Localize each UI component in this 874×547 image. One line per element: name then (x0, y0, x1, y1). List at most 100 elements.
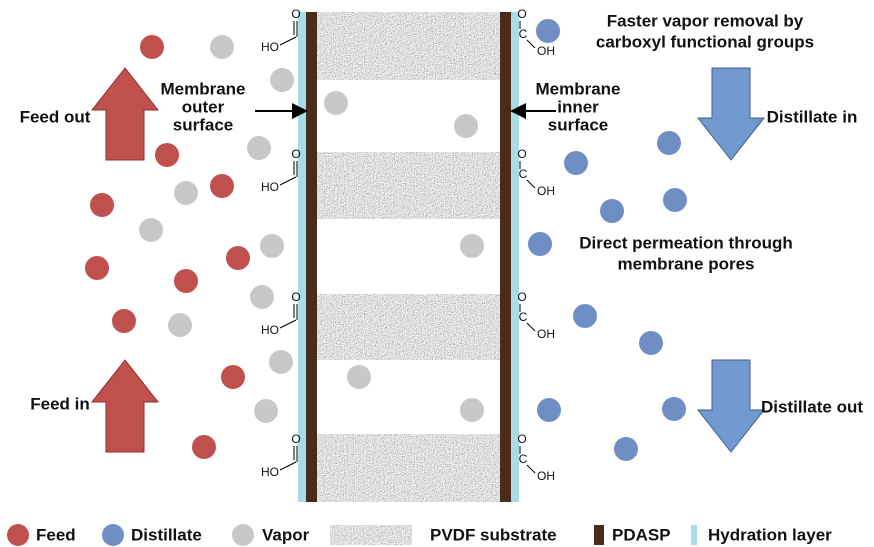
feed-particle (174, 269, 198, 293)
legend-swatch (691, 525, 697, 545)
chem-label: OH (537, 44, 555, 58)
pvdf-block (317, 152, 500, 219)
chem-label: O (517, 432, 526, 446)
bond (279, 461, 297, 471)
chem-label: O (517, 290, 526, 304)
distillate-particle (600, 199, 624, 223)
chem-label: O (291, 290, 300, 304)
pdasp-layer (306, 12, 317, 502)
chem-label: HO (261, 40, 279, 54)
vapor-particle (460, 234, 484, 258)
feed-particle (192, 435, 216, 459)
bond (279, 176, 297, 186)
distillate-particle (564, 151, 588, 175)
vapor-particle (168, 313, 192, 337)
label: Membrane (160, 79, 245, 98)
label: Direct permeation through (579, 233, 792, 252)
label: Distillate in (767, 107, 858, 126)
pvdf-block (317, 12, 500, 80)
hydration-layer (511, 12, 519, 502)
distillate-particle (614, 437, 638, 461)
feed-particle (140, 35, 164, 59)
pvdf-block (317, 294, 500, 360)
vapor-particle (210, 35, 234, 59)
feed-particle (85, 256, 109, 280)
feed-particle (221, 365, 245, 389)
chem-label: O (517, 7, 526, 21)
chem-label: O (291, 432, 300, 446)
legend-label: PVDF substrate (430, 525, 557, 544)
legend-swatch (232, 524, 254, 546)
legend: Feed Distillate Vapor PVDF substrate PDA… (7, 524, 832, 546)
distillate-particle (537, 398, 561, 422)
label: inner (557, 97, 599, 116)
vapor-particle (250, 285, 274, 309)
vapor-particle (270, 68, 294, 92)
distillate-particle (536, 19, 560, 43)
vapor-particle (247, 136, 271, 160)
distillate-arrow (696, 67, 766, 161)
distillate-arrow (696, 359, 766, 453)
feed-particle (155, 143, 179, 167)
distillate-particle (663, 188, 687, 212)
legend-swatch (7, 524, 29, 546)
chem-label: C (519, 167, 528, 181)
vapor-particle (269, 350, 293, 374)
label: Feed in (30, 394, 90, 413)
chem-label: C (519, 27, 528, 41)
chem-label: HO (261, 180, 279, 194)
label: Distillate out (761, 397, 863, 416)
bond (279, 36, 297, 46)
chem-label: OH (537, 327, 555, 341)
label: outer (182, 97, 225, 116)
legend-label: Hydration layer (708, 525, 832, 544)
chem-label: O (517, 147, 526, 161)
distillate-particle (639, 331, 663, 355)
feed-particle (226, 246, 250, 270)
chem-label: C (519, 310, 528, 324)
legend-label: PDASP (612, 525, 671, 544)
label: membrane pores (618, 254, 755, 273)
distillate-particle (573, 304, 597, 328)
feed-arrow (90, 359, 160, 453)
legend-label: Feed (36, 525, 76, 544)
vapor-particle (260, 234, 284, 258)
chem-label: HO (261, 465, 279, 479)
chem-label: HO (261, 323, 279, 337)
legend-swatch (330, 525, 412, 545)
label: Feed out (20, 107, 91, 126)
vapor-particle (324, 91, 348, 115)
chem-label: OH (537, 469, 555, 483)
pvdf-block (317, 434, 500, 502)
feed-particle (210, 174, 234, 198)
pdasp-layer (500, 12, 511, 502)
membrane (298, 12, 519, 502)
bond (526, 464, 536, 474)
bond (279, 319, 297, 329)
label: Membrane (535, 79, 620, 98)
hydration-layer (298, 12, 306, 502)
feed-arrow (90, 67, 160, 161)
label: surface (173, 115, 233, 134)
chem-label: O (291, 147, 300, 161)
label: carboxyl functional groups (596, 32, 814, 51)
chem-label: C (519, 452, 528, 466)
vapor-particle (254, 399, 278, 423)
vapor-particle (347, 365, 371, 389)
label: Faster vapor removal by (607, 11, 804, 30)
distillate-particle (662, 397, 686, 421)
bond (526, 322, 536, 332)
vapor-particle (174, 181, 198, 205)
vapor-particle (460, 398, 484, 422)
vapor-particle (454, 114, 478, 138)
chem-label: OH (537, 184, 555, 198)
legend-label: Distillate (131, 525, 202, 544)
vapor-particle (139, 218, 163, 242)
legend-swatch (102, 524, 124, 546)
distillate-particle (657, 131, 681, 155)
label: surface (548, 115, 608, 134)
legend-label: Vapor (262, 525, 310, 544)
chem-label: O (291, 7, 300, 21)
distillate-particle (528, 232, 552, 256)
